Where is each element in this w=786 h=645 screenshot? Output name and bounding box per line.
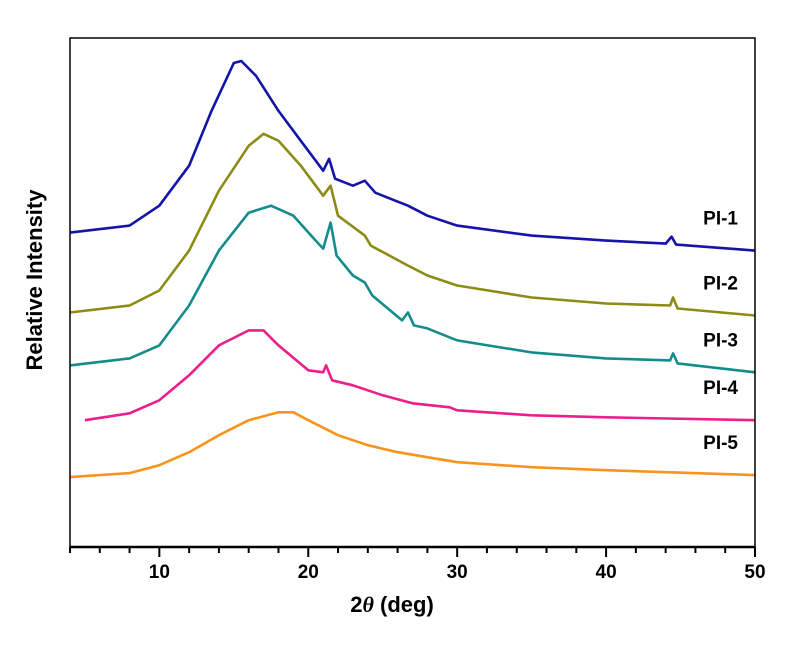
series-line-pi-3	[69, 204, 756, 374]
x-axis-title: 2θ (deg)	[350, 592, 434, 617]
y-axis-title: Relative Intensity	[22, 189, 47, 371]
series-curves	[69, 59, 756, 479]
series-line-pi-4	[84, 329, 756, 422]
series-line-pi-5	[69, 410, 756, 479]
x-tick-label: 20	[298, 562, 319, 583]
series-label-pi-2: PI-2	[703, 273, 738, 294]
x-tick-label: 10	[149, 562, 170, 583]
x-axis-title-suffix: (deg)	[374, 592, 434, 617]
x-axis-title-prefix: 2	[350, 592, 362, 617]
series-label-pi-1: PI-1	[703, 209, 738, 230]
x-axis-title-symbol: θ	[362, 592, 374, 617]
series-label-pi-5: PI-5	[703, 433, 738, 454]
x-tick-label: 30	[447, 562, 468, 583]
series-line-pi-1	[69, 59, 756, 252]
x-tick-label: 50	[744, 562, 765, 583]
x-tick-label: 40	[596, 562, 617, 583]
series-labels: PI-1 PI-2 PI-3 PI-4 PI-5	[703, 209, 738, 455]
x-axis-ticks: 10 20 30 40 50	[69, 547, 766, 583]
series-label-pi-4: PI-4	[703, 378, 738, 399]
series-line-pi-2	[69, 132, 756, 317]
series-label-pi-3: PI-3	[703, 330, 738, 351]
